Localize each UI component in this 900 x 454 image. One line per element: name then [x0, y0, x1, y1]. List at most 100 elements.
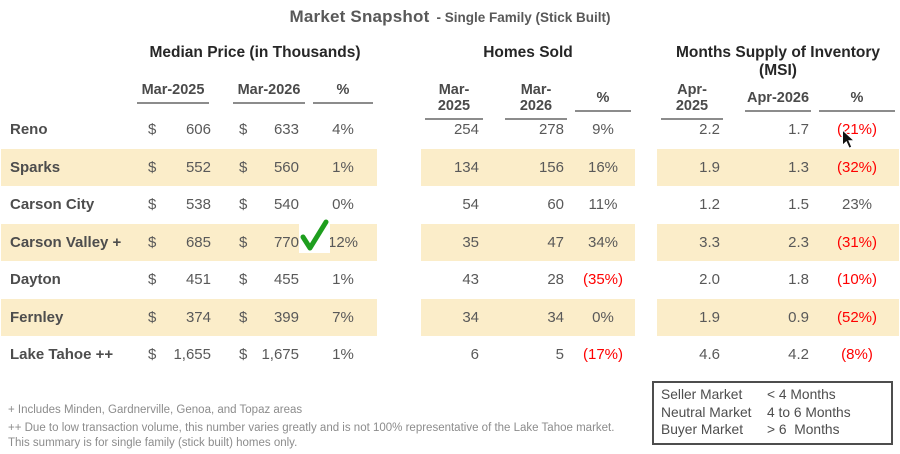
section-gap	[377, 186, 421, 224]
median-2026-cell: $633	[229, 121, 309, 138]
col-header-homes-pct: %	[575, 88, 631, 112]
table-row-reno: Reno $606 $633 4% 254 278 9% 2.2 1.7 (21…	[1, 111, 899, 149]
col-header-msi-apr2026: Apr-2026	[745, 88, 811, 112]
dollar-sign: $	[239, 196, 248, 214]
msi-2026-value: 1.7	[788, 121, 809, 139]
legend-row-neutral: Neutral Market 4 to 6 Months	[661, 404, 884, 422]
dollar-sign: $	[148, 121, 157, 139]
region-name: Reno	[10, 121, 48, 139]
median-pct-value: 1%	[332, 271, 354, 289]
homes-pct-value: (17%)	[582, 346, 623, 364]
green-checkmark-icon	[299, 217, 330, 253]
table-row-fernley: Fernley $374 $399 7% 34 34 0% 1.9 0.9 (5…	[1, 298, 899, 337]
median-2026-value: 399	[273, 308, 299, 326]
dollar-sign: $	[148, 271, 157, 289]
homes-pct-value: 0%	[592, 308, 614, 326]
median-2025-value: 685	[185, 233, 211, 251]
footnote-plus-plus: ++ Due to low transaction volume, this n…	[8, 422, 615, 434]
median-2025-value: 451	[185, 271, 211, 289]
section-header-homes-sold: Homes Sold	[483, 44, 573, 61]
table-row-carson-city: Carson City $538 $540 0% 54 60 11% 1.2 1…	[1, 186, 899, 224]
col-header-homes-mar2025: Mar-2025	[425, 80, 483, 120]
msi-pct-value: (10%)	[836, 271, 877, 289]
legend-label: Neutral Market	[661, 404, 752, 420]
median-pct-value: 12%	[327, 233, 359, 251]
median-pct-value: 1%	[332, 346, 354, 364]
msi-pct-value: (32%)	[836, 158, 877, 176]
homes-column-headers: Mar-2025 Mar-2026 %	[421, 80, 635, 120]
mouse-cursor-icon	[841, 128, 856, 155]
section-gap	[635, 111, 657, 149]
col-header-median-mar2025: Mar-2025	[137, 80, 209, 104]
msi-2025-value: 1.9	[699, 308, 720, 326]
col-header-median-mar2026: Mar-2026	[233, 80, 305, 104]
msi-2026-value: 1.5	[788, 196, 809, 214]
section-header-row: Median Price (in Thousands) Homes Sold M…	[1, 44, 899, 80]
region-name: Fernley	[10, 308, 64, 326]
median-2026-value: 1,675	[261, 346, 299, 364]
table-row-sparks: Sparks $552 $560 1% 134 156 16% 1.9 1.3 …	[1, 148, 899, 187]
section-header-msi: Months Supply of Inventory (MSI)	[675, 44, 881, 79]
legend-value: < 4 Months	[767, 387, 836, 402]
legend-label: Seller Market	[661, 387, 743, 402]
section-gap	[377, 44, 421, 80]
msi-2025-value: 1.9	[699, 158, 720, 176]
median-2026-cell: $770	[229, 234, 309, 251]
homes-2025-value: 34	[462, 308, 479, 326]
section-gap	[377, 299, 421, 337]
dollar-sign: $	[148, 233, 157, 251]
dollar-sign: $	[148, 158, 157, 176]
section-gap	[635, 261, 657, 299]
median-2026-value: 770	[273, 233, 299, 251]
dollar-sign: $	[148, 308, 157, 326]
median-2025-value: 1,655	[173, 346, 211, 364]
dollar-sign: $	[239, 121, 248, 139]
median-2026-value: 540	[273, 196, 299, 214]
region-name: Lake Tahoe ++	[10, 346, 114, 364]
legend-row-seller: Seller Market < 4 Months	[661, 386, 884, 404]
table-row-lake-tahoe: Lake Tahoe ++ $1,655 $1,675 1% 6 5 (17%)…	[1, 336, 899, 374]
median-2025-cell: $1,655	[133, 346, 213, 363]
msi-2025-value: 2.2	[699, 121, 720, 139]
section-header-median-price: Median Price (in Thousands)	[149, 44, 361, 61]
median-2025-cell: $451	[133, 271, 213, 288]
homes-pct-value: 11%	[588, 196, 618, 214]
median-2025-cell: $552	[133, 159, 213, 176]
dollar-sign: $	[148, 196, 157, 214]
msi-2026-value: 4.2	[788, 346, 809, 364]
msi-column-headers: Apr-2025 Apr-2026 %	[657, 80, 899, 120]
legend-label: Buyer Market	[661, 422, 744, 437]
median-pct-value: 0%	[332, 196, 354, 214]
section-gap	[635, 149, 657, 187]
median-2026-cell: $455	[229, 271, 309, 288]
msi-2025-value: 4.6	[699, 346, 720, 364]
section-gap	[635, 186, 657, 224]
median-2026-cell: $540	[229, 196, 309, 213]
legend-value: 4 to 6 Months	[767, 404, 851, 420]
dollar-sign: $	[239, 271, 248, 289]
homes-pct-value: 16%	[587, 158, 619, 176]
table-row-carson-valley: Carson Valley + $685 $770 12% 35 47 34% …	[1, 223, 899, 261]
legend-row-buyer: Buyer Market > 6 Months	[661, 421, 884, 439]
homes-2026-value: 28	[547, 271, 564, 289]
homes-2026-value: 278	[538, 121, 564, 139]
msi-pct-value: (21%)	[836, 121, 877, 139]
homes-2025-value: 35	[462, 233, 479, 251]
median-2026-value: 455	[273, 271, 299, 289]
msi-pct-value: (31%)	[836, 233, 877, 251]
msi-pct-value: (52%)	[836, 308, 877, 326]
dollar-sign: $	[239, 346, 248, 364]
msi-2026-value: 2.3	[788, 233, 809, 251]
region-name: Carson City	[10, 196, 95, 214]
median-pct-value: 7%	[332, 308, 354, 326]
col-header-homes-mar2026: Mar-2026	[505, 80, 567, 120]
column-header-row: Mar-2025 Mar-2026 % Mar-2025 Mar-2026 % …	[1, 80, 899, 120]
median-2025-cell: $685	[133, 234, 213, 251]
msi-2025-value: 2.0	[699, 271, 720, 289]
homes-pct-value: 9%	[592, 121, 614, 139]
footnote-summary: This summary is for single family (stick…	[8, 437, 298, 449]
footnote-plus: + Includes Minden, Gardnerville, Genoa, …	[8, 404, 303, 416]
page-title: Market Snapshot - Single Family (Stick Bu…	[0, 7, 900, 27]
homes-2025-value: 43	[462, 271, 479, 289]
